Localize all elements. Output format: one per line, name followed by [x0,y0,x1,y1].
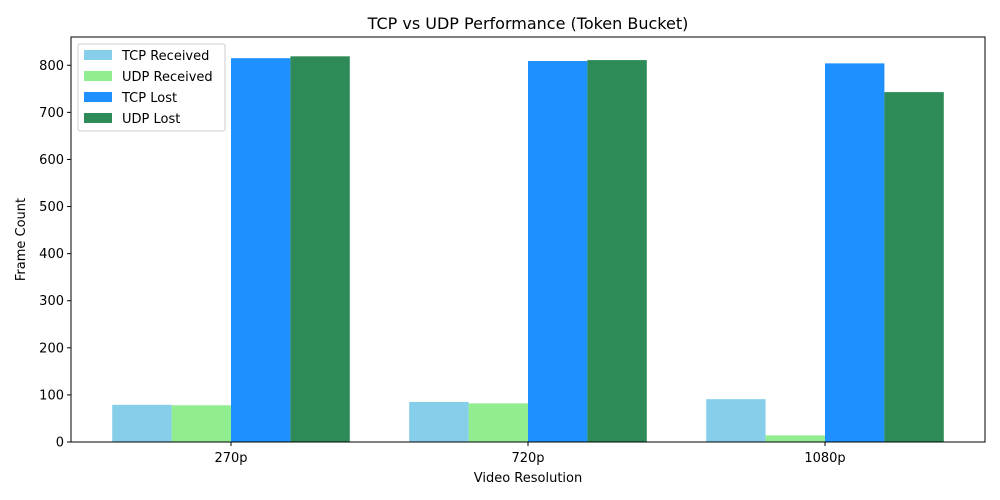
bar-udp-received-1080p [765,435,825,442]
bar-udp-received-270p [171,405,231,442]
y-tick-label: 800 [39,59,64,74]
bar-tcp-received-270p [112,404,172,442]
legend-label-udp-received: UDP Received [122,70,213,85]
x-tick-label: 270p [214,451,247,466]
y-tick-label: 0 [56,436,64,451]
y-axis-ticks: 0 100 200 300 400 500 600 700 800 [39,59,71,451]
y-tick-label: 100 [39,388,64,403]
bar-tcp-lost-720p [528,61,588,442]
y-axis-label: Frame Count [14,198,29,281]
bar-udp-lost-270p [290,56,350,443]
bar-udp-received-720p [468,403,528,442]
x-tick-label: 720p [511,451,544,466]
chart-title: TCP vs UDP Performance (Token Bucket) [367,14,689,33]
legend-swatch-udp-lost [84,113,112,123]
y-tick-label: 200 [39,341,64,356]
plot-frame [70,36,986,443]
bar-tcp-lost-1080p [825,63,885,442]
y-tick-label: 700 [39,106,64,121]
x-axis-label: Video Resolution [474,471,582,486]
y-tick-label: 500 [39,200,64,215]
x-tick-label: 1080p [804,451,845,466]
bar-tcp-lost-270p [231,58,291,442]
y-tick-label: 300 [39,294,64,309]
bar-udp-lost-1080p [884,92,944,442]
bar-tcp-received-1080p [706,399,766,442]
legend-label-tcp-lost: TCP Lost [121,91,177,106]
y-tick-label: 600 [39,153,64,168]
legend-swatch-udp-received [84,71,112,81]
legend-label-tcp-received: TCP Received [121,49,209,64]
y-tick-label: 400 [39,247,64,262]
bar-udp-lost-720p [587,60,647,442]
legend-frame [77,43,226,132]
bars-group [112,56,944,443]
legend-swatch-tcp-lost [84,92,112,102]
x-axis-ticks: 270p 720p 1080p [214,442,846,466]
bar-tcp-received-720p [409,401,469,442]
legend: TCP Received UDP Received TCP Lost UDP Lost [77,43,226,132]
legend-label-udp-lost: UDP Lost [122,112,180,127]
legend-swatch-tcp-received [84,50,112,60]
